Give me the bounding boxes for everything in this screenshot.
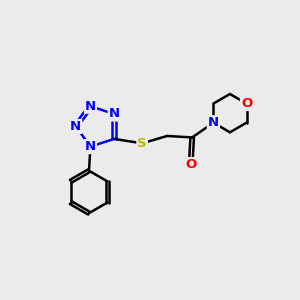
Text: N: N	[70, 120, 81, 133]
Text: N: N	[109, 107, 120, 121]
Text: N: N	[85, 100, 96, 113]
Text: O: O	[185, 158, 196, 171]
Text: O: O	[241, 97, 252, 110]
Text: S: S	[137, 137, 147, 150]
Text: N: N	[85, 140, 96, 153]
Text: N: N	[208, 116, 219, 129]
